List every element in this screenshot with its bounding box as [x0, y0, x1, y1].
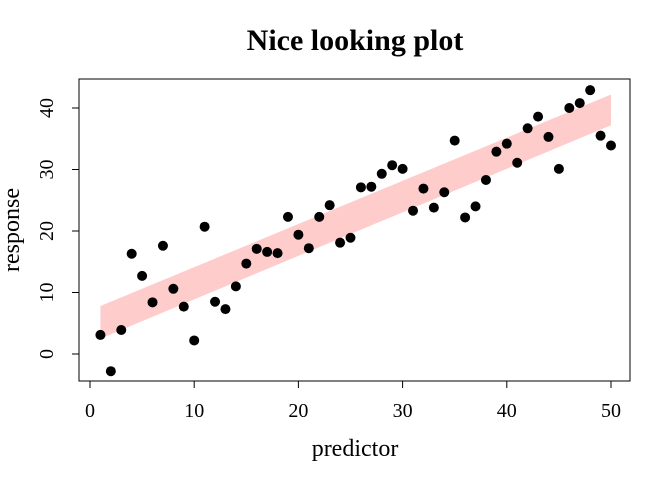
data-point	[220, 304, 231, 315]
data-point	[314, 211, 325, 222]
data-point	[460, 212, 471, 223]
data-point	[449, 135, 460, 146]
x-tick-label: 10	[184, 400, 204, 422]
data-point	[178, 301, 189, 312]
data-point	[251, 243, 262, 254]
data-point	[105, 366, 116, 377]
data-point	[335, 237, 346, 248]
data-point	[116, 325, 127, 336]
data-point	[574, 98, 585, 109]
data-point	[168, 283, 179, 294]
data-point	[491, 146, 502, 157]
data-point	[241, 258, 252, 269]
data-point	[157, 240, 168, 251]
data-point	[564, 103, 575, 113]
x-axis: 0 10 20 30 40 50	[85, 380, 621, 422]
data-point	[470, 201, 481, 212]
confidence-band-layer	[100, 94, 612, 339]
data-point	[262, 246, 273, 257]
y-tick-label: 0	[36, 349, 58, 359]
data-point	[137, 270, 148, 281]
data-point	[324, 200, 335, 211]
data-point	[585, 85, 596, 96]
data-point	[376, 168, 387, 179]
data-point	[199, 221, 210, 232]
data-point	[595, 130, 606, 141]
data-point	[366, 181, 377, 192]
data-point	[230, 281, 241, 292]
data-point	[512, 157, 523, 168]
data-point	[501, 138, 512, 149]
data-point	[522, 123, 533, 134]
y-axis: 0 10 20 30 40	[36, 98, 80, 359]
data-point	[397, 163, 408, 174]
x-axis-label: predictor	[312, 436, 399, 462]
data-point	[418, 183, 429, 194]
data-point	[553, 163, 564, 174]
data-point	[272, 248, 283, 259]
x-tick-label: 30	[393, 400, 413, 422]
data-point	[189, 335, 200, 346]
data-point	[95, 329, 106, 340]
x-tick-label: 20	[288, 400, 308, 422]
data-point	[210, 296, 221, 307]
data-point	[408, 205, 419, 216]
y-tick-label: 40	[36, 98, 58, 118]
y-tick-label: 10	[36, 283, 58, 303]
y-axis-label: response	[0, 188, 25, 272]
x-tick-label: 0	[85, 400, 95, 422]
data-point	[345, 232, 356, 243]
chart-title: Nice looking plot	[247, 24, 464, 57]
data-point	[543, 131, 554, 142]
data-point	[355, 182, 366, 193]
data-point	[480, 174, 491, 185]
data-point	[147, 297, 158, 308]
confidence-band	[100, 94, 612, 339]
data-point	[282, 211, 293, 222]
data-point	[293, 229, 304, 240]
y-tick-label: 30	[36, 160, 58, 180]
data-point	[533, 111, 544, 122]
x-tick-label: 40	[497, 400, 517, 422]
data-point	[428, 202, 439, 213]
data-point	[606, 140, 616, 151]
y-tick-label: 20	[36, 221, 58, 241]
data-point	[126, 248, 137, 259]
data-points-layer	[95, 85, 616, 377]
data-point	[439, 187, 450, 198]
data-point	[303, 243, 314, 254]
data-point	[387, 160, 398, 171]
x-tick-label: 50	[601, 400, 621, 422]
